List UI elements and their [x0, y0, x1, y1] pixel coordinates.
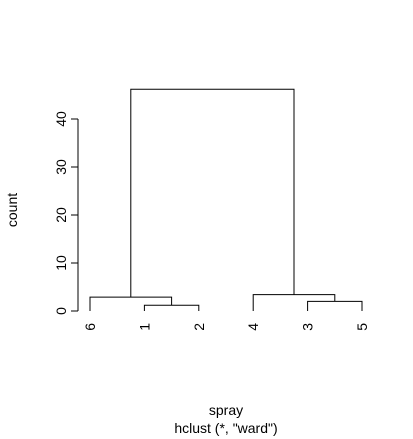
dendrogram-link	[143, 304, 200, 311]
y-tick-label: 10	[53, 255, 69, 271]
y-tick-label: 0	[53, 307, 69, 315]
dendrogram-link	[307, 300, 363, 311]
y-tick-label: 20	[53, 207, 69, 223]
y-tick-label: 30	[53, 159, 69, 175]
leaf-label: 4	[245, 323, 261, 331]
dendrogram-link	[252, 294, 336, 311]
x-axis-label: spray	[209, 402, 243, 418]
leaf-label: 6	[82, 323, 98, 331]
leaf-label: 3	[300, 323, 316, 331]
leaf-label: 2	[191, 323, 207, 331]
y-axis: 0 10 20 30 40	[53, 111, 79, 315]
dendrogram-links	[89, 88, 363, 311]
y-axis-label: count	[4, 193, 20, 227]
leaf-label: 5	[354, 323, 370, 331]
leaf-labels: 6 1 2 4 3 5	[82, 323, 370, 331]
dendrogram-link	[89, 296, 173, 311]
chart-subtitle: hclust (*, "ward")	[174, 420, 277, 436]
leaf-label: 1	[136, 323, 152, 331]
dendrogram-link	[130, 88, 295, 298]
y-tick-label: 40	[53, 111, 69, 127]
